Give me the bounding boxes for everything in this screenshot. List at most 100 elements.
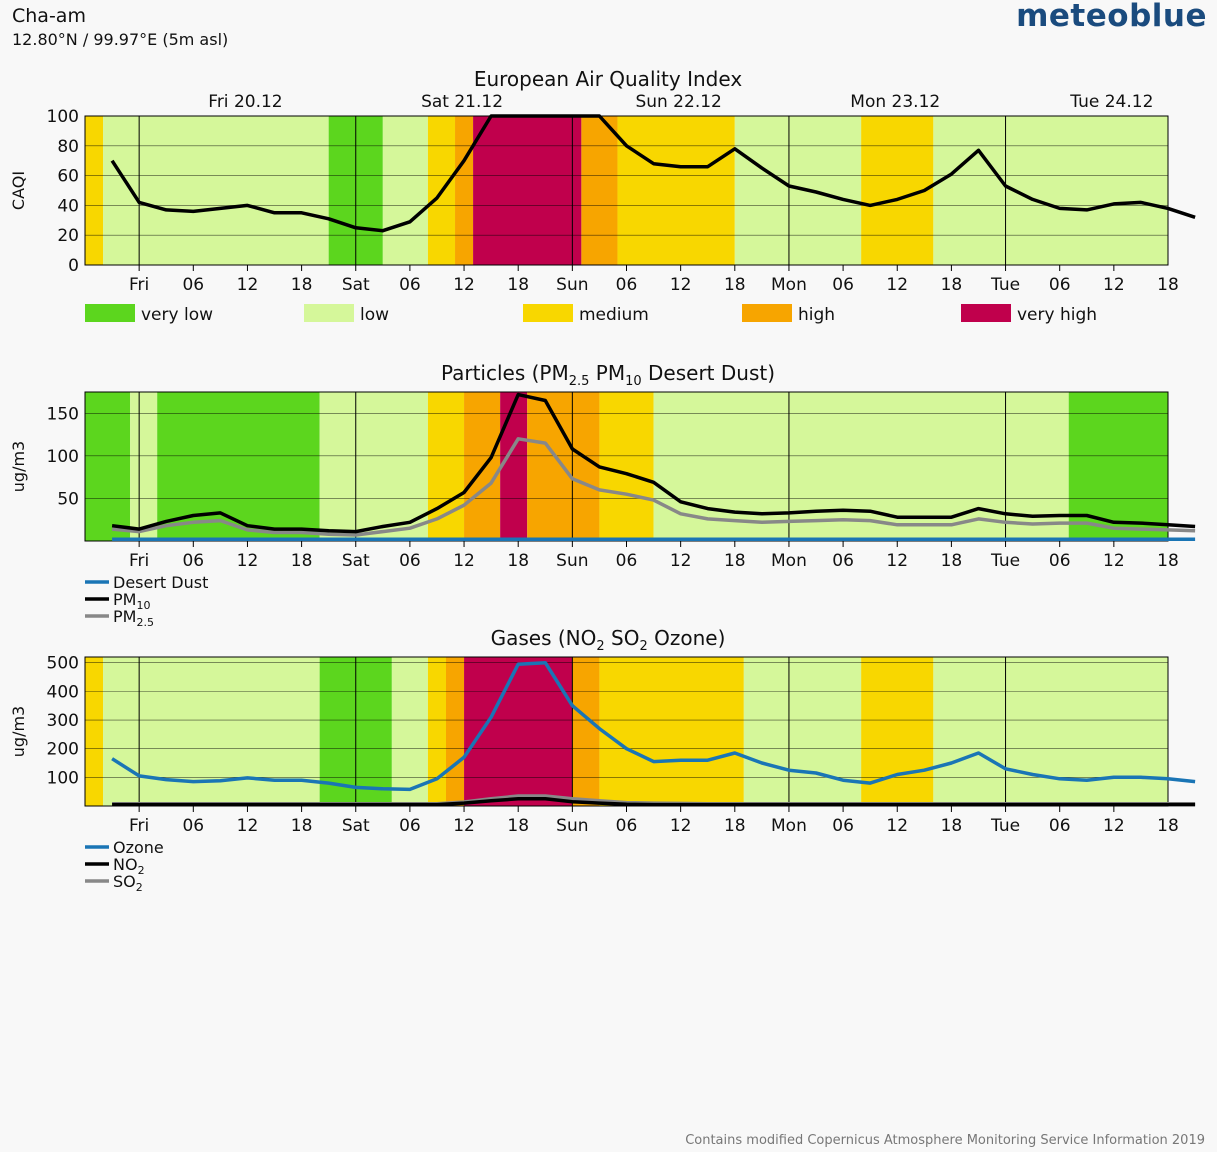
x-tick-label: 12 — [453, 551, 475, 571]
aqi-band-low — [743, 657, 862, 806]
aqi-band-low — [933, 116, 1168, 265]
legend-label: SO2 — [113, 872, 143, 894]
x-tick-label: Sat — [342, 816, 370, 836]
x-tick-label: 06 — [399, 816, 421, 836]
x-tick-label: Tue — [990, 551, 1020, 571]
aqi-band-low — [103, 116, 329, 265]
day-label: Sun 22.12 — [635, 92, 721, 112]
aqi-band-low — [130, 392, 158, 541]
x-tick-label: Mon — [771, 551, 807, 571]
y-tick-label: 500 — [47, 654, 79, 674]
x-tick-label: 18 — [507, 816, 529, 836]
pm10-line — [111, 392, 1196, 534]
aqi-band-low — [319, 392, 428, 541]
x-tick-label: 06 — [616, 551, 638, 571]
brand-logo[interactable]: meteoblue — [1016, 0, 1207, 34]
x-tick-label: 06 — [832, 275, 854, 295]
day-label: Tue 24.12 — [1069, 92, 1153, 112]
x-tick-label: Mon — [771, 275, 807, 295]
pm25-line — [111, 437, 1196, 537]
x-tick-label: 18 — [1157, 275, 1179, 295]
y-tick-label: 40 — [57, 196, 79, 216]
plot-frame — [84, 115, 1169, 266]
ozone-line — [111, 660, 1196, 792]
x-tick-label: 18 — [941, 275, 963, 295]
day-label: Mon 23.12 — [850, 92, 940, 112]
aqi-band-low — [391, 657, 428, 806]
y-tick-label: 100 — [47, 768, 79, 788]
legend-swatch-medium — [523, 304, 573, 322]
x-tick-label: 12 — [237, 275, 259, 295]
x-tick-label: 18 — [724, 275, 746, 295]
y-axis-label: ug/m3 — [9, 706, 28, 757]
aqi-band-medium — [427, 657, 446, 806]
aqi-band-high — [572, 657, 600, 806]
x-tick-label: 06 — [1049, 816, 1071, 836]
y-axis-label: ug/m3 — [9, 441, 28, 492]
x-tick-label: 18 — [1157, 816, 1179, 836]
x-tick-label: 18 — [507, 275, 529, 295]
location-name: Cha-am — [12, 5, 86, 27]
x-tick-label: Fri — [129, 816, 149, 836]
y-tick-label: 150 — [47, 404, 79, 424]
x-tick-label: 18 — [291, 275, 313, 295]
x-tick-label: 12 — [886, 551, 908, 571]
x-tick-label: 06 — [182, 551, 204, 571]
no2-line — [112, 797, 1196, 807]
x-tick-label: 18 — [724, 551, 746, 571]
y-tick-label: 300 — [47, 711, 79, 731]
x-tick-label: 12 — [453, 816, 475, 836]
x-tick-label: 18 — [941, 551, 963, 571]
aqi-band-very-high — [473, 116, 582, 265]
aqi-band-very-high — [500, 392, 528, 541]
chart-title-gases: Gases (NO2 SO2 Ozone) — [491, 626, 726, 654]
x-tick-label: Tue — [990, 816, 1020, 836]
aqi-band-medium — [85, 657, 104, 806]
chart-title-aqi: European Air Quality Index — [474, 67, 742, 91]
x-tick-label: Fri — [129, 275, 149, 295]
aqi-band-medium — [599, 657, 744, 806]
x-tick-label: 06 — [832, 551, 854, 571]
x-tick-label: 06 — [1049, 275, 1071, 295]
x-tick-label: Mon — [771, 816, 807, 836]
y-tick-label: 200 — [47, 740, 79, 760]
legend-label: high — [798, 305, 835, 325]
x-tick-label: 06 — [1049, 551, 1071, 571]
legend-swatch-very-low — [85, 304, 135, 322]
x-tick-label: 06 — [182, 275, 204, 295]
x-tick-label: Fri — [129, 551, 149, 571]
aqi-band-medium — [617, 116, 735, 265]
y-axis-label: CAQI — [9, 171, 28, 210]
y-tick-label: 100 — [47, 447, 79, 467]
location-coords: 12.80°N / 99.97°E (5m asl) — [12, 30, 229, 49]
x-tick-label: 12 — [237, 551, 259, 571]
x-tick-label: Sun — [556, 816, 588, 836]
x-tick-label: Sun — [556, 275, 588, 295]
aqi-band-medium — [599, 392, 654, 541]
x-tick-label: 18 — [1157, 551, 1179, 571]
aqi-band-low — [933, 657, 1168, 806]
aqi-band-low — [382, 116, 428, 265]
day-label: Fri 20.12 — [208, 92, 282, 112]
legend-label: NO2 — [113, 855, 145, 877]
legend-swatch-high — [742, 304, 792, 322]
aqi-band-medium — [85, 116, 104, 265]
legend-swatch-low — [304, 304, 354, 322]
x-tick-label: 06 — [399, 551, 421, 571]
x-tick-label: 18 — [724, 816, 746, 836]
legend-label: low — [360, 305, 389, 325]
x-tick-label: Sun — [556, 551, 588, 571]
legend-label: Desert Dust — [113, 573, 208, 592]
aqi-band-high — [581, 116, 618, 265]
legend-swatch-very-high — [961, 304, 1011, 322]
x-tick-label: 12 — [453, 275, 475, 295]
aqi-band-high — [455, 116, 474, 265]
x-tick-label: 12 — [886, 275, 908, 295]
x-tick-label: 06 — [832, 816, 854, 836]
day-label: Sat 21.12 — [421, 92, 503, 112]
caqi-line — [110, 114, 1196, 233]
legend-label: very high — [1017, 305, 1097, 325]
x-tick-label: Sat — [342, 551, 370, 571]
x-tick-label: 18 — [291, 551, 313, 571]
